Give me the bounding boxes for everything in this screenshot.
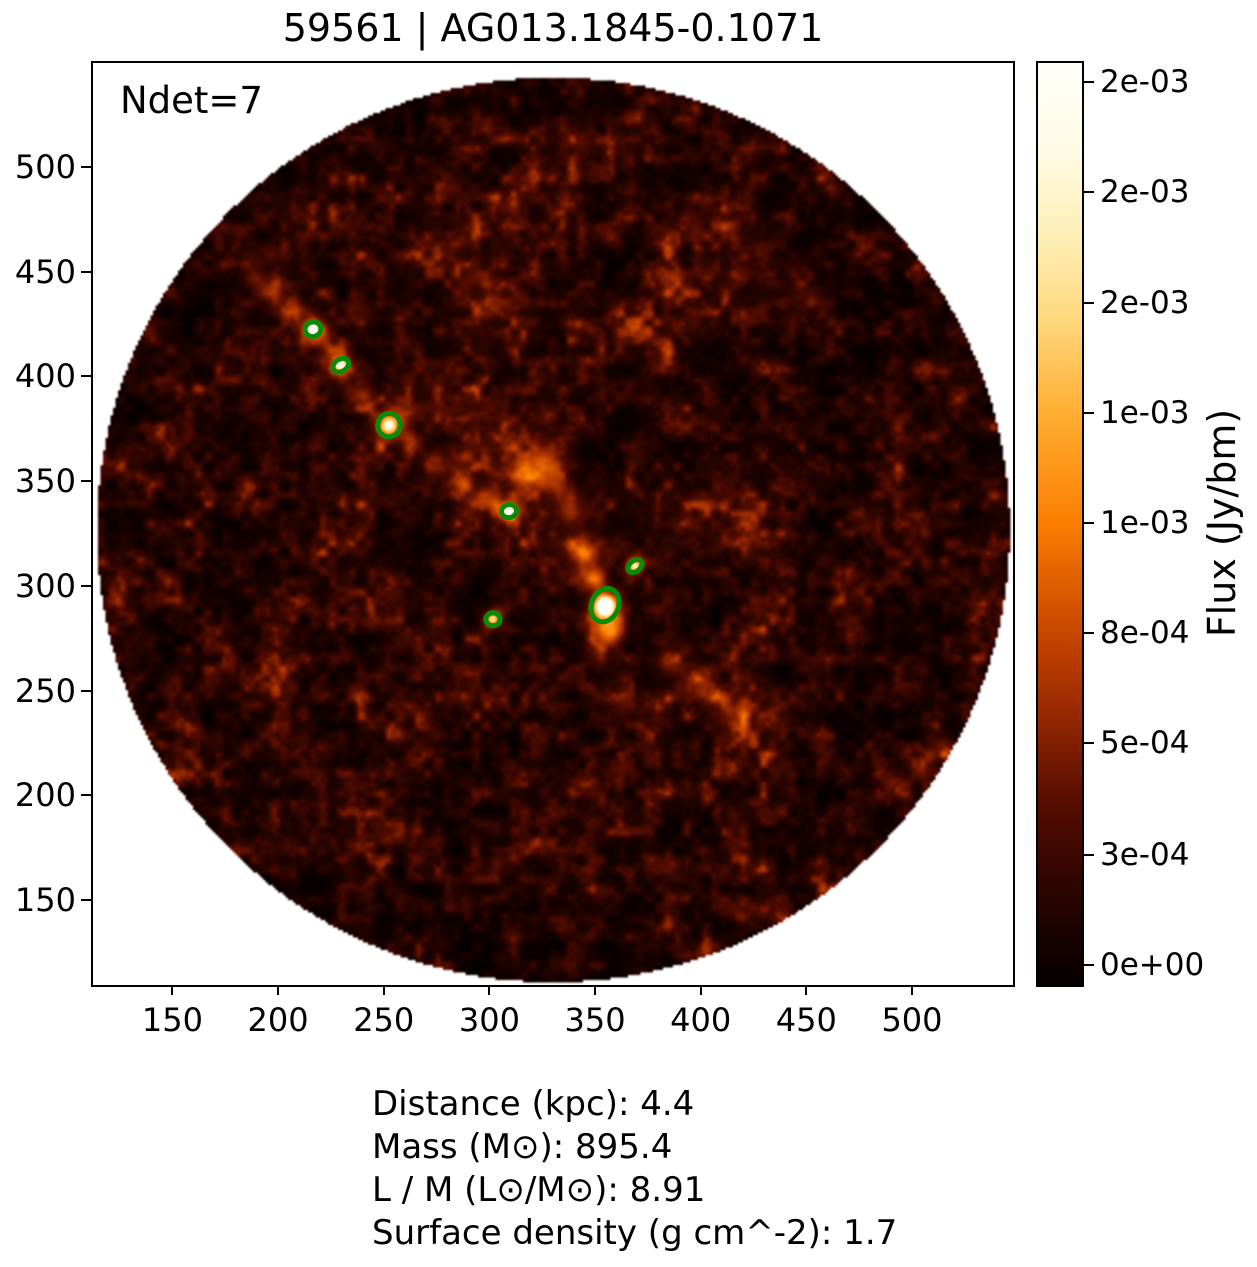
ndet-annotation: Ndet=7 bbox=[120, 79, 263, 122]
colorbar-tick-mark bbox=[1084, 522, 1094, 525]
detection-ellipse bbox=[483, 610, 503, 629]
y-tick-label: 450 bbox=[14, 252, 76, 291]
detection-ellipses-overlay bbox=[302, 319, 645, 629]
y-tick-label: 200 bbox=[14, 776, 76, 815]
colorbar-tick-label: 1e-03 bbox=[1100, 505, 1190, 542]
y-tick-mark bbox=[81, 794, 91, 797]
detection-ellipse bbox=[625, 556, 645, 576]
colorbar-label: Flux (Jy/bm) bbox=[1200, 408, 1244, 638]
x-tick-label: 350 bbox=[564, 1001, 626, 1039]
colorbar-tick-label: 2e-03 bbox=[1100, 64, 1190, 101]
y-tick-mark bbox=[81, 375, 91, 378]
colorbar-tick-mark bbox=[1084, 853, 1094, 856]
x-tick-mark bbox=[277, 985, 280, 995]
x-tick-label: 150 bbox=[141, 1001, 203, 1039]
y-tick-label: 250 bbox=[14, 671, 76, 710]
colorbar-tick-mark bbox=[1084, 191, 1094, 194]
x-tick-label: 450 bbox=[775, 1001, 837, 1039]
colorbar-tick-mark bbox=[1084, 81, 1094, 84]
caption-line-lm: L / M (L⊙/M⊙): 8.91 bbox=[372, 1170, 706, 1210]
y-tick-label: 150 bbox=[14, 880, 76, 919]
colorbar-tick-mark bbox=[1084, 963, 1094, 966]
detection-ellipse bbox=[498, 502, 520, 521]
colorbar-tick-label: 3e-04 bbox=[1100, 836, 1190, 873]
caption-line-distance: Distance (kpc): 4.4 bbox=[372, 1084, 695, 1124]
colorbar-tick-mark bbox=[1084, 631, 1094, 634]
y-tick-label: 300 bbox=[14, 566, 76, 605]
y-tick-label: 500 bbox=[14, 148, 76, 187]
colorbar-tick-label: 2e-03 bbox=[1100, 174, 1190, 211]
y-tick-label: 400 bbox=[14, 357, 76, 396]
y-tick-mark bbox=[81, 480, 91, 483]
detection-ellipse bbox=[588, 585, 622, 625]
detection-ellipse bbox=[375, 410, 403, 440]
colorbar-tick-label: 8e-04 bbox=[1100, 614, 1190, 651]
x-tick-mark bbox=[382, 985, 385, 995]
y-tick-mark bbox=[81, 689, 91, 692]
y-tick-mark bbox=[81, 270, 91, 273]
colorbar-tick-mark bbox=[1084, 412, 1094, 415]
x-tick-mark bbox=[910, 985, 913, 995]
y-tick-label: 350 bbox=[14, 462, 76, 501]
x-tick-mark bbox=[594, 985, 597, 995]
caption-line-surface-density: Surface density (g cm^-2): 1.7 bbox=[372, 1213, 898, 1253]
x-tick-label: 250 bbox=[353, 1001, 415, 1039]
detection-ellipse bbox=[302, 319, 324, 340]
x-tick-label: 500 bbox=[881, 1001, 943, 1039]
x-tick-label: 400 bbox=[670, 1001, 732, 1039]
colorbar-tick-label: 2e-03 bbox=[1100, 284, 1190, 321]
y-tick-mark bbox=[81, 584, 91, 587]
caption: Distance (kpc): 4.4 Mass (M⊙): 895.4 L /… bbox=[372, 1083, 897, 1255]
colorbar-tick-label: 1e-03 bbox=[1100, 395, 1190, 432]
flux-map-image bbox=[93, 63, 1013, 985]
x-tick-label: 300 bbox=[458, 1001, 520, 1039]
colorbar-tick-mark bbox=[1084, 301, 1094, 304]
caption-line-mass: Mass (M⊙): 895.4 bbox=[372, 1127, 673, 1167]
plot-axes: Ndet=7 bbox=[91, 61, 1015, 987]
y-tick-mark bbox=[81, 898, 91, 901]
plot-title: 59561 | AG013.1845-0.1071 bbox=[282, 6, 824, 50]
x-tick-mark bbox=[699, 985, 702, 995]
colorbar-tick-label: 5e-04 bbox=[1100, 725, 1190, 762]
x-tick-mark bbox=[805, 985, 808, 995]
colorbar-tick-label: 0e+00 bbox=[1100, 946, 1205, 983]
y-tick-mark bbox=[81, 166, 91, 169]
x-tick-mark bbox=[488, 985, 491, 995]
colorbar bbox=[1036, 61, 1084, 987]
x-tick-mark bbox=[171, 985, 174, 995]
colorbar-tick-mark bbox=[1084, 742, 1094, 745]
x-tick-label: 200 bbox=[247, 1001, 309, 1039]
detection-ellipse bbox=[330, 355, 352, 375]
